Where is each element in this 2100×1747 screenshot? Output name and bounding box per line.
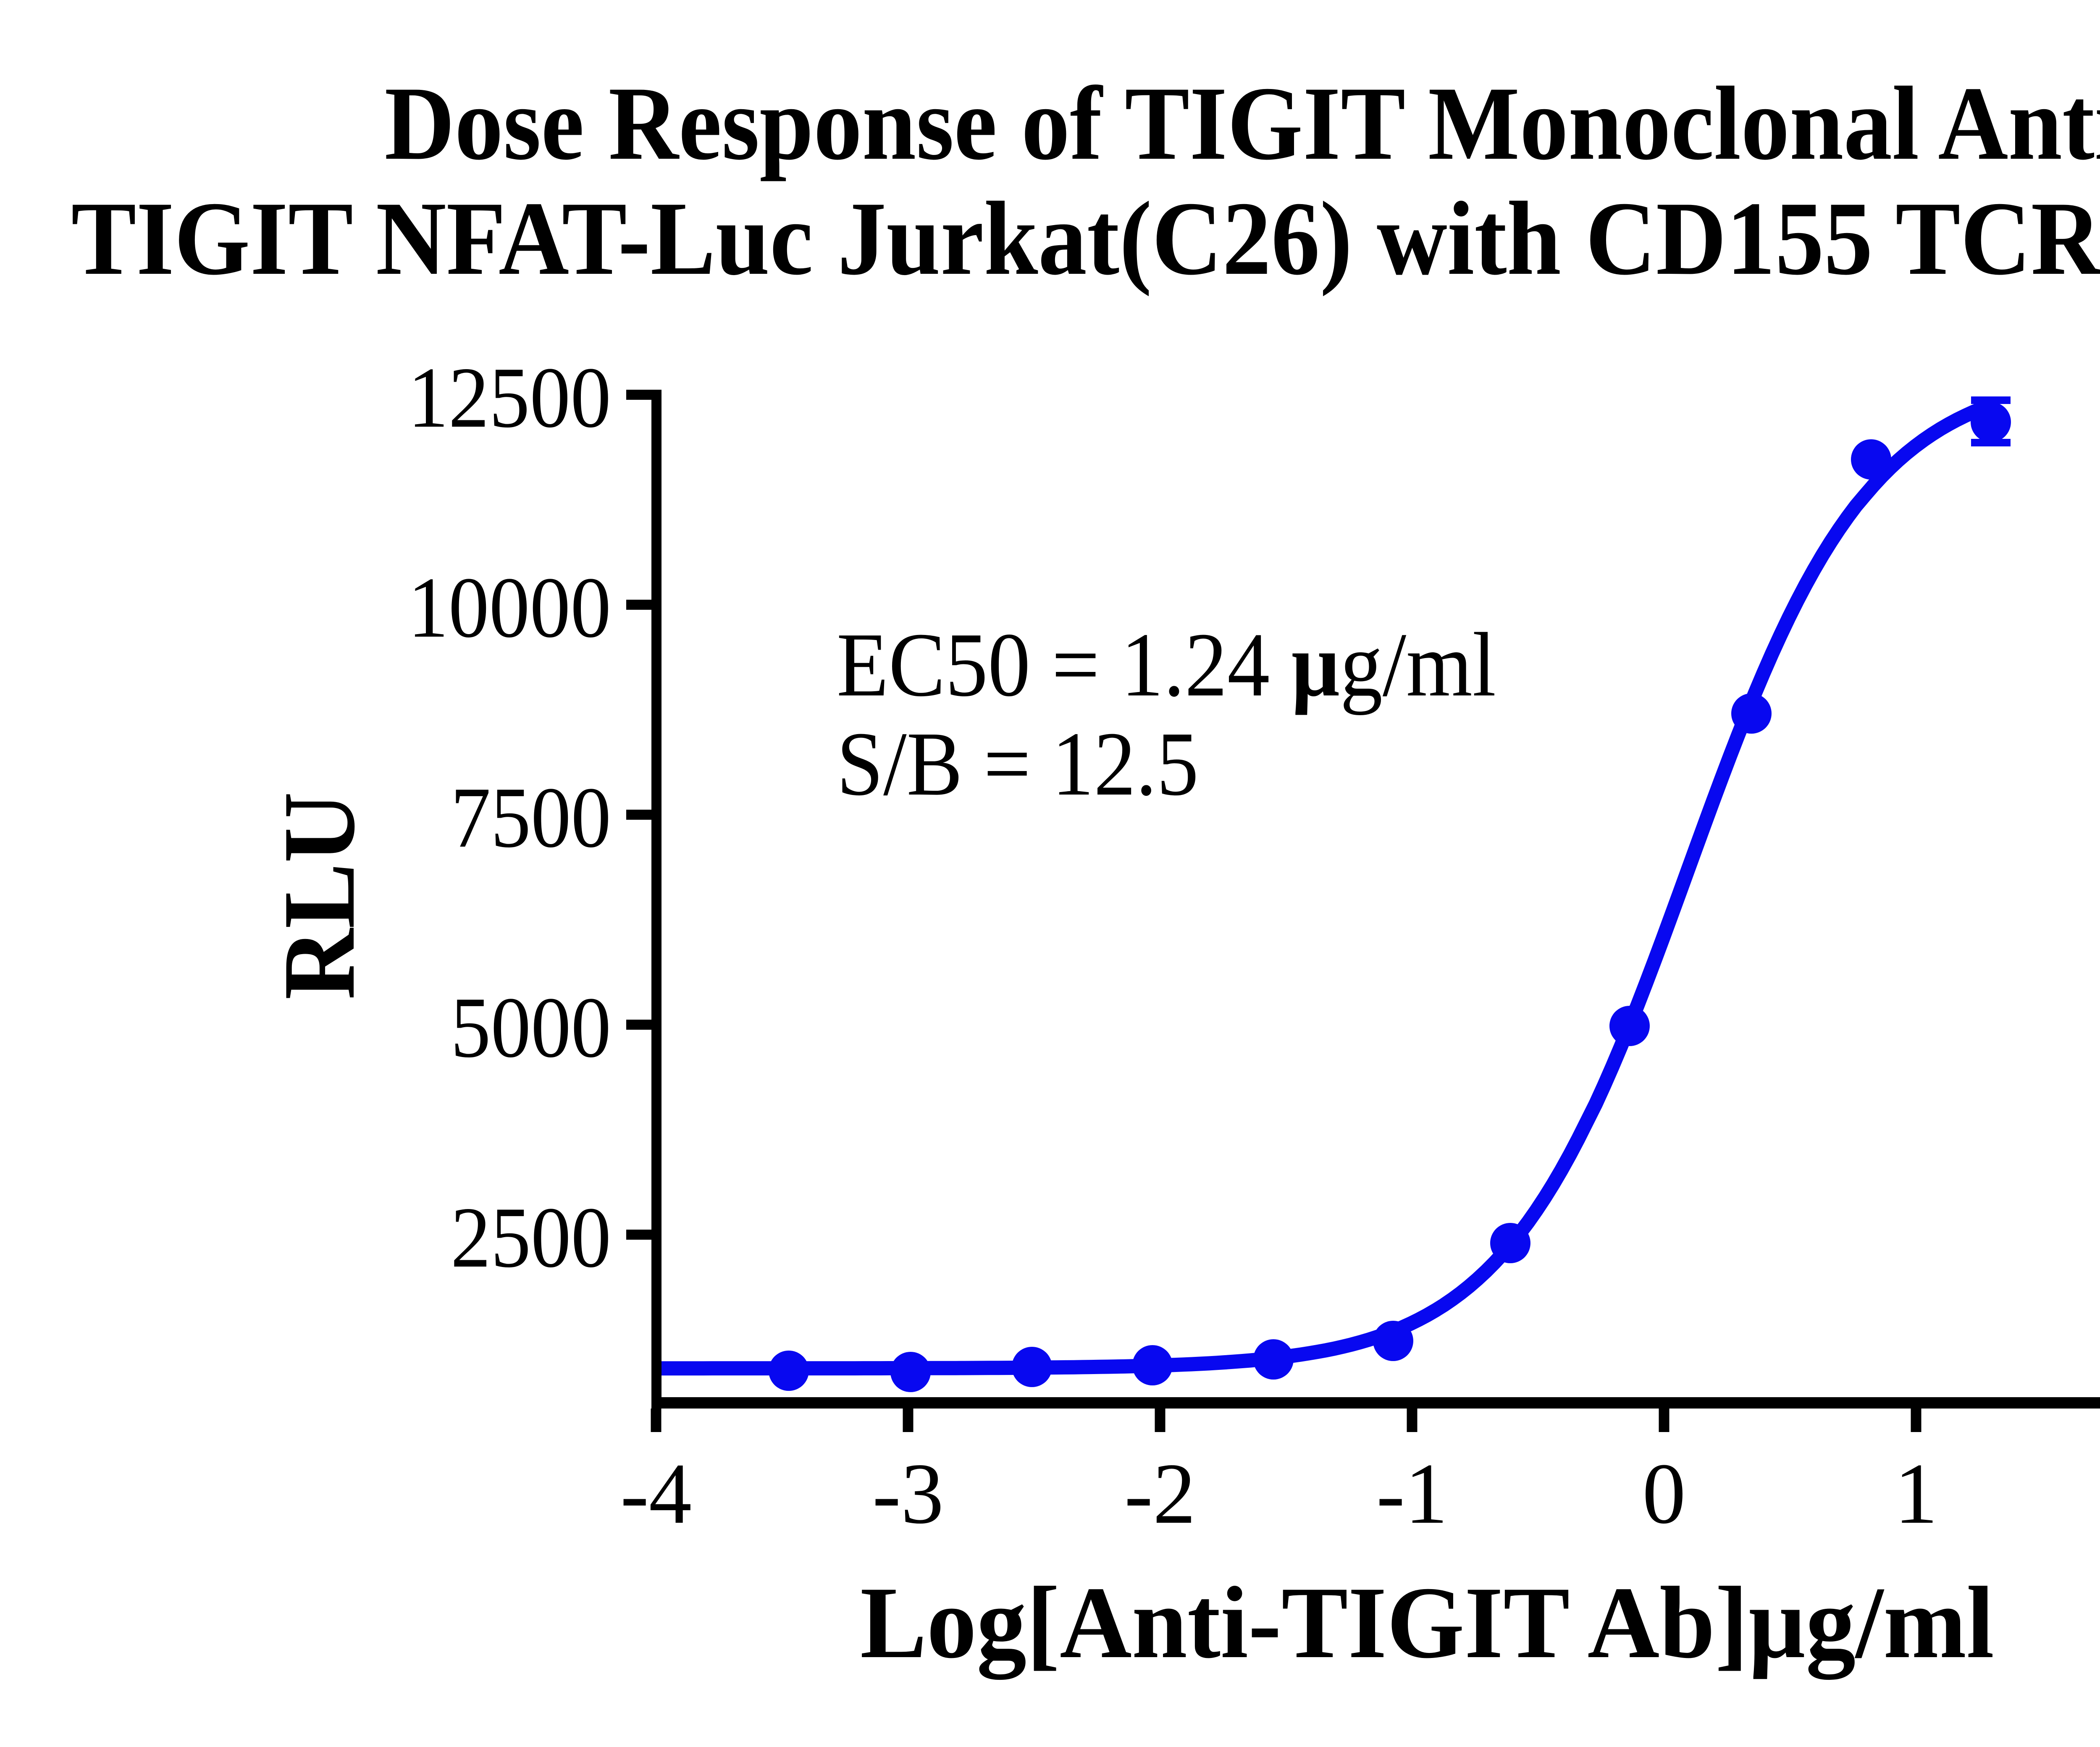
svg-text:S/B = 12.5: S/B = 12.5 [837, 713, 1199, 815]
svg-text:7500: 7500 [451, 769, 611, 866]
svg-text:2500: 2500 [451, 1189, 611, 1285]
svg-text:Dose Response of TIGIT Monoclo: Dose Response of TIGIT Monoclonal Antibo… [385, 65, 2100, 182]
svg-text:-4: -4 [620, 1445, 692, 1542]
svg-text:-2: -2 [1124, 1445, 1196, 1542]
svg-text:0: 0 [1642, 1445, 1686, 1542]
svg-text:10000: 10000 [408, 559, 611, 656]
svg-text:-1: -1 [1376, 1445, 1448, 1542]
svg-text:-3: -3 [872, 1445, 944, 1542]
svg-text:5000: 5000 [451, 979, 611, 1075]
svg-text:EC50 = 1.24 µg/ml: EC50 = 1.24 µg/ml [837, 614, 1496, 716]
svg-text:RLU: RLU [262, 792, 376, 1000]
svg-text:Log[Anti-TIGIT Ab]µg/ml: Log[Anti-TIGIT Ab]µg/ml [860, 1566, 1994, 1680]
svg-text:TIGIT NFAT-Luc Jurkat(C26) wit: TIGIT NFAT-Luc Jurkat(C26) with CD155 TC… [71, 180, 2100, 297]
svg-text:12500: 12500 [408, 349, 611, 446]
svg-text:1: 1 [1894, 1445, 1938, 1542]
